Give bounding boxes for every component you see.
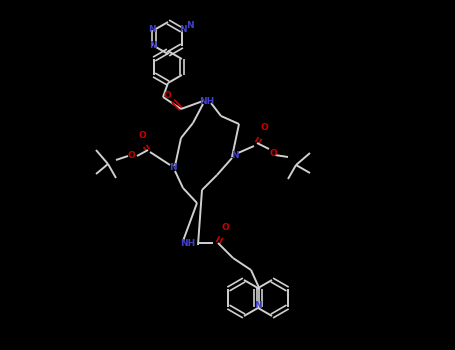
Text: O: O — [260, 124, 268, 133]
Text: NH: NH — [199, 97, 215, 105]
Text: N: N — [149, 42, 157, 50]
Text: N: N — [169, 163, 177, 173]
Text: O: O — [138, 132, 146, 140]
Text: N: N — [255, 301, 262, 309]
Text: O: O — [127, 152, 135, 161]
Text: O: O — [163, 91, 171, 100]
Text: N: N — [231, 150, 239, 160]
Text: NH: NH — [180, 238, 196, 247]
Text: O: O — [269, 148, 277, 158]
Text: O: O — [221, 223, 229, 231]
Text: N: N — [179, 26, 187, 35]
Text: N: N — [186, 21, 194, 30]
Text: N: N — [148, 26, 156, 35]
